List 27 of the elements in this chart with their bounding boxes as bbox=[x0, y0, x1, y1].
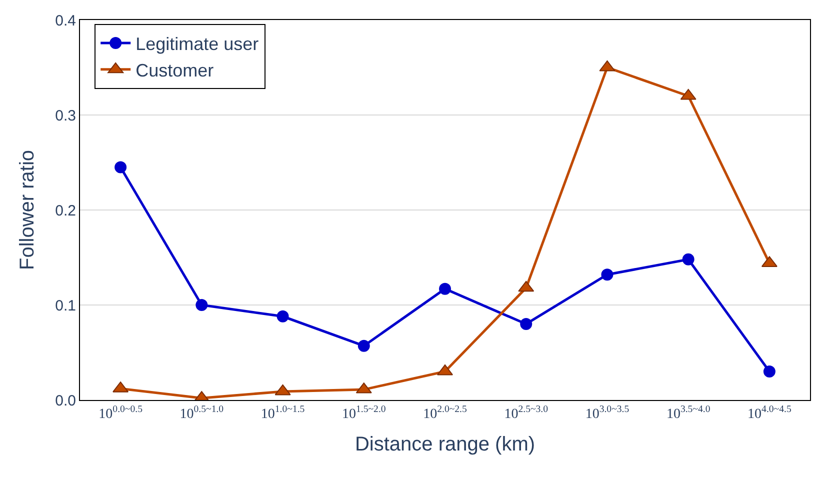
legend-label: Customer bbox=[136, 60, 214, 80]
y-tick-label: 0.1 bbox=[55, 297, 76, 314]
point bbox=[763, 366, 776, 378]
x-tick-label: 10$^{1.5~2.0}$ bbox=[342, 404, 386, 422]
point bbox=[439, 282, 451, 295]
y-tick-label: 0.2 bbox=[55, 202, 76, 220]
x-tick-label: 10$^{0.0~0.5}$ bbox=[98, 404, 143, 422]
x-tick-label: 10$^{3.5~4.0}$ bbox=[666, 404, 710, 422]
y-tick-label: 0.3 bbox=[55, 107, 76, 124]
x-tick-label: 10$^{0.5~1.0}$ bbox=[180, 404, 224, 422]
x-axis-title: Distance range (km) bbox=[354, 433, 536, 456]
x-tick-label: 10$^{4.0~4.5}$ bbox=[748, 404, 792, 422]
point bbox=[276, 310, 289, 322]
x-tick-label: 10$^{1.0~1.5}$ bbox=[260, 404, 305, 422]
legend-label: Legitimate user bbox=[136, 34, 259, 54]
x-tick-label: 10$^{2.0~2.5}$ bbox=[423, 404, 467, 422]
point bbox=[682, 253, 694, 266]
point bbox=[196, 299, 208, 311]
point bbox=[520, 318, 532, 330]
point bbox=[601, 268, 614, 281]
x-tick-label: 10$^{2.5~3.0}$ bbox=[504, 404, 548, 422]
y-tick-label: 0.4 bbox=[55, 12, 76, 30]
point bbox=[114, 161, 127, 174]
y-tick-label: 0.0 bbox=[55, 392, 76, 410]
y-axis-title: Follower ratio bbox=[16, 150, 39, 270]
x-tick-label: 10$^{3.0~3.5}$ bbox=[585, 404, 630, 422]
point bbox=[358, 340, 370, 352]
